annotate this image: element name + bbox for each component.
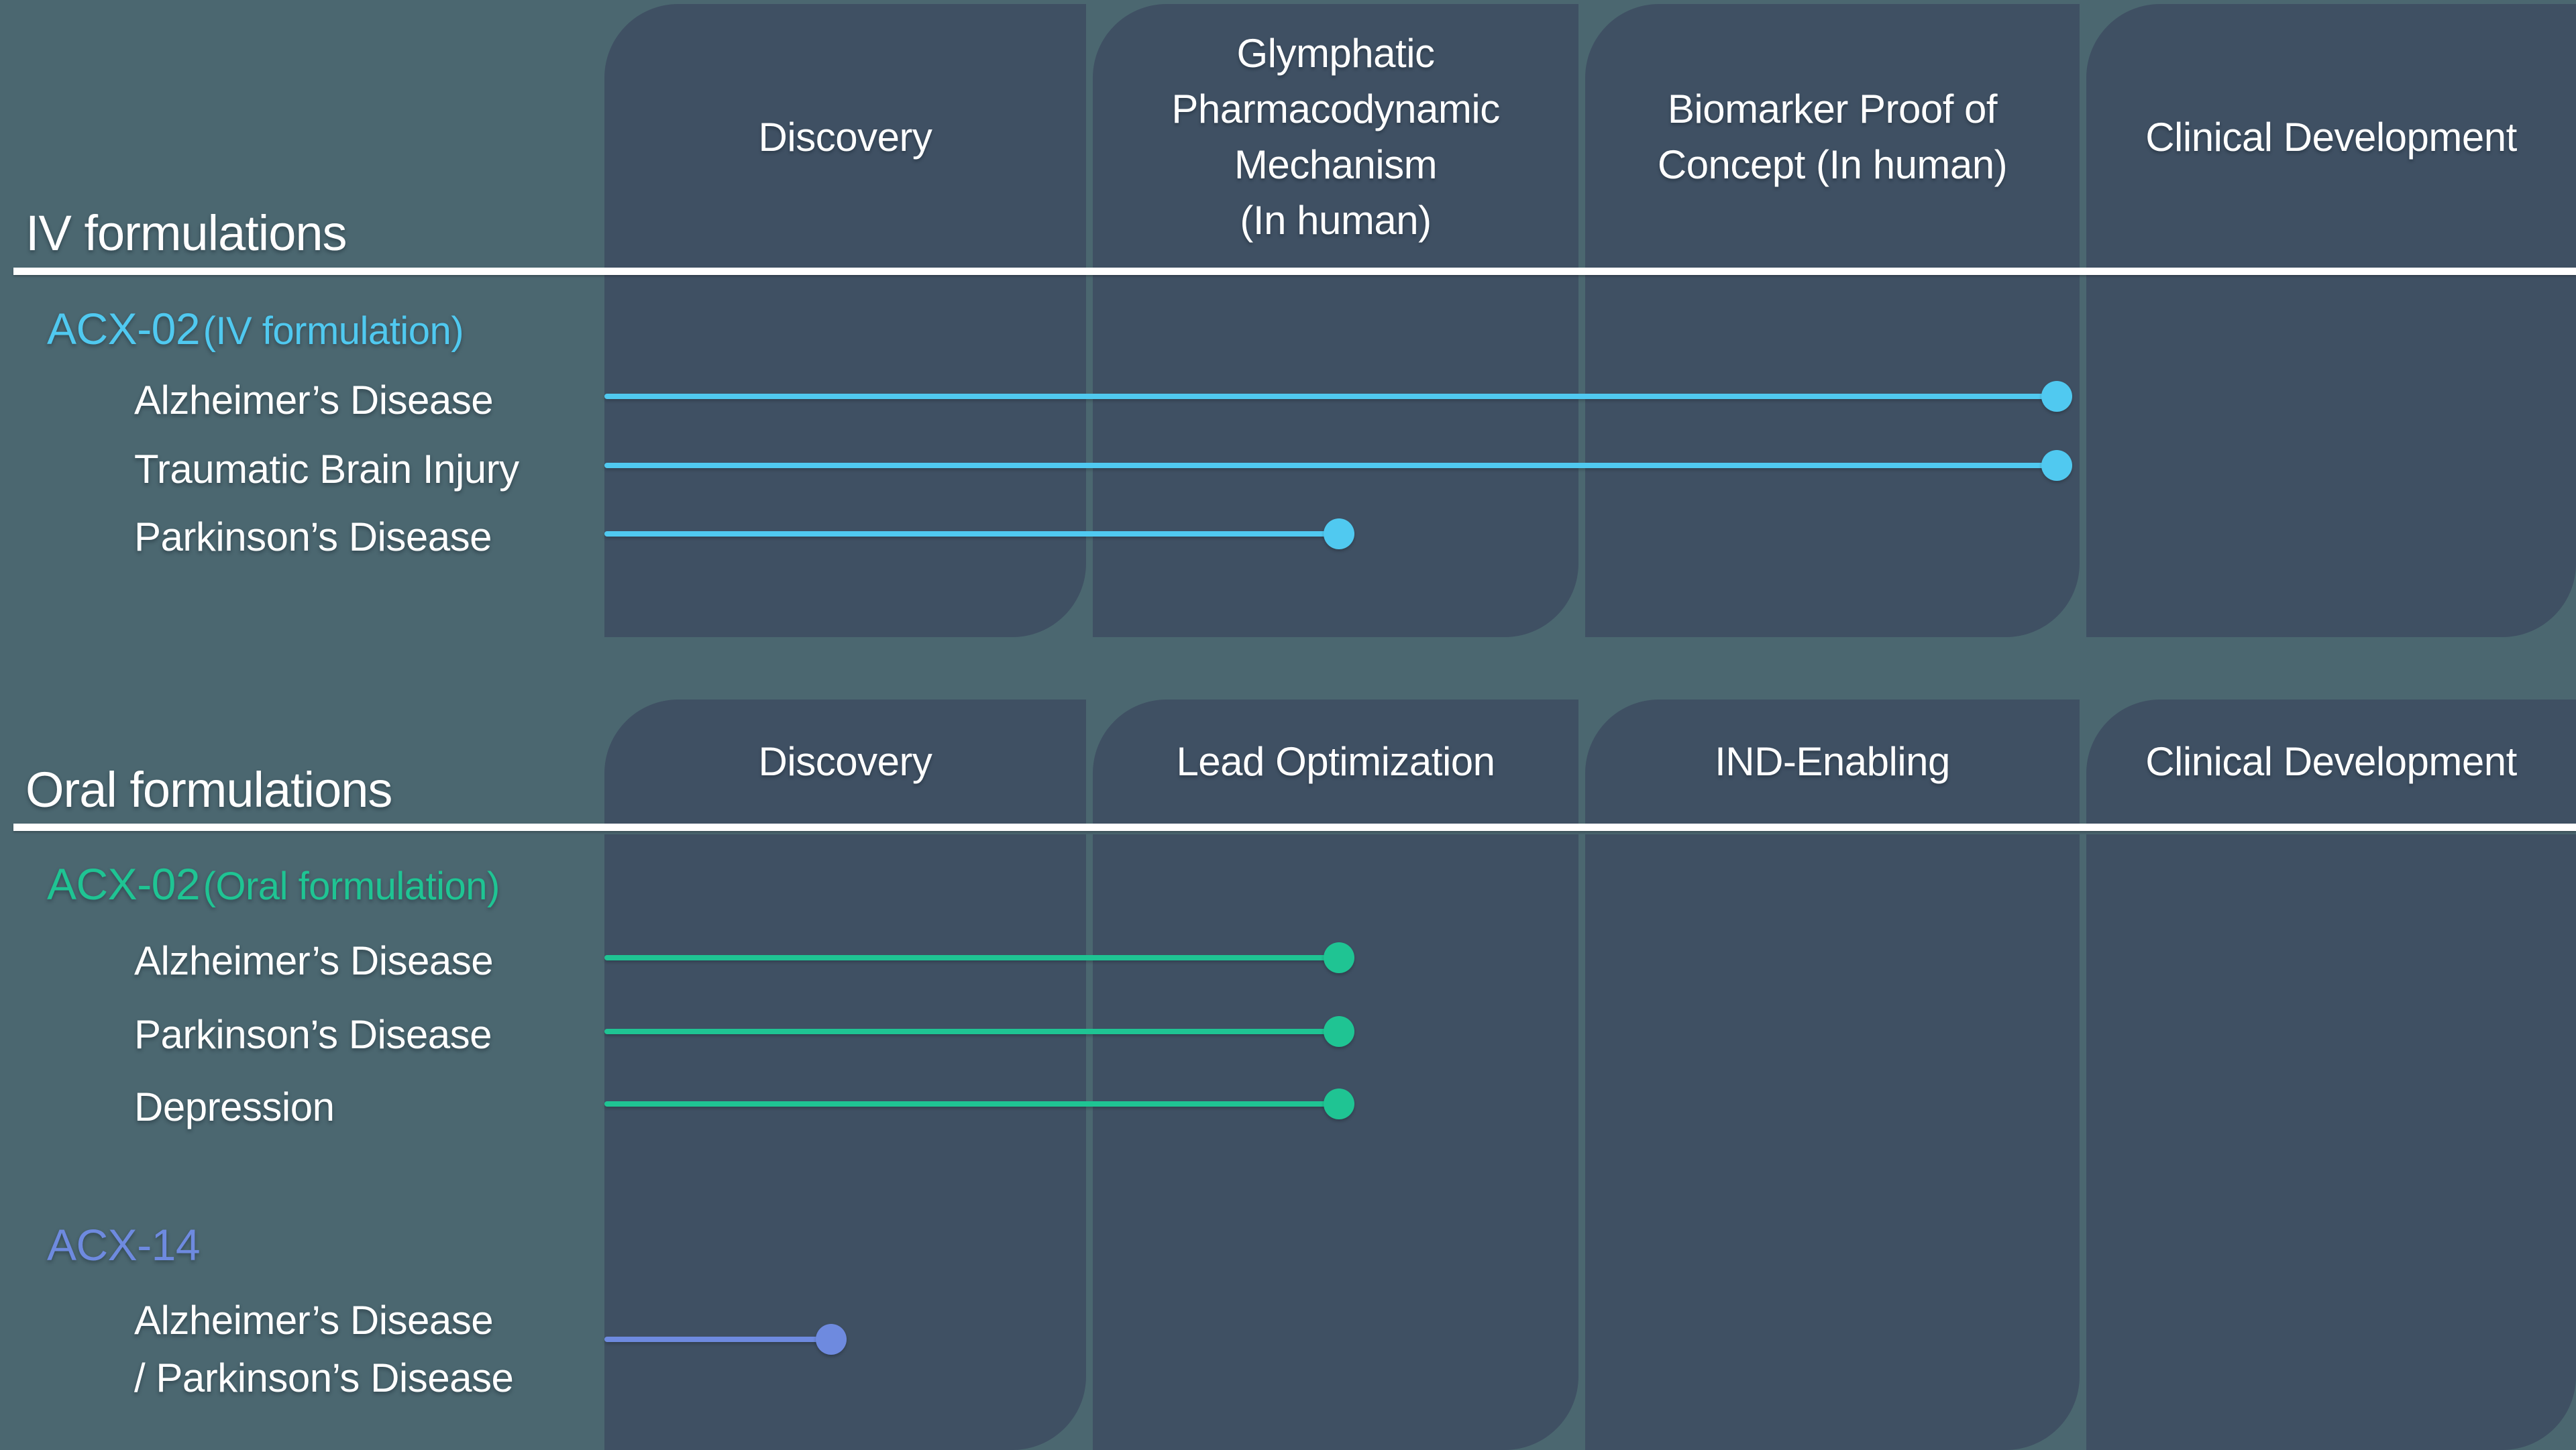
oral-stage-body-panel-discovery xyxy=(604,834,1086,1450)
iv-stage-panel-biomarker xyxy=(1585,4,2080,637)
oral-column-header-ind-enabling: IND-Enabling xyxy=(1715,739,1950,784)
program-label-acx14: ACX-14 xyxy=(47,1219,201,1283)
iv-title-underline xyxy=(13,268,2576,275)
indication-label: Parkinson’s Disease xyxy=(134,1012,492,1057)
oral-stage-body-panel-ind xyxy=(1585,834,2080,1450)
oral-column-header-clinical: Clinical Development xyxy=(2145,739,2517,784)
iv-section-title: IV formulations xyxy=(25,205,347,261)
oral-stage-header-panel-ind xyxy=(1585,700,2080,824)
program-label-acx02-oral: ACX-02 (Oral formulation) xyxy=(47,858,500,922)
oral-section-title: Oral formulations xyxy=(25,762,392,818)
iv-column-header-biomarker: Biomarker Proof of Concept (In human) xyxy=(1657,87,2008,187)
oral-stage-body-panel-lead-opt xyxy=(1093,834,1578,1450)
program-name: ACX-14 xyxy=(47,1220,201,1270)
indication-label: Alzheimer’s Disease / Parkinson’s Diseas… xyxy=(134,1298,514,1400)
oral-stage-header-panel-lead-opt xyxy=(1093,700,1578,824)
program-name: ACX-02 xyxy=(47,304,201,353)
oral-column-header-discovery: Discovery xyxy=(758,739,932,784)
indication-label: Alzheimer’s Disease xyxy=(134,938,494,983)
indication-label: Depression xyxy=(134,1084,335,1129)
oral-stage-body-panel-clinical xyxy=(2086,834,2576,1450)
iv-column-header-discovery: Discovery xyxy=(758,114,932,160)
indication-label: Alzheimer’s Disease xyxy=(134,378,494,423)
iv-stage-panel-clinical xyxy=(2086,4,2576,637)
oral-column-header-lead-optimization: Lead Optimization xyxy=(1176,739,1495,784)
oral-stage-header-panel-discovery xyxy=(604,700,1086,824)
indication-label: Traumatic Brain Injury xyxy=(134,447,519,492)
oral-title-underline xyxy=(13,824,2576,831)
iv-column-header-glymphatic: Glymphatic Pharmacodynamic Mechanism (In… xyxy=(1171,31,1500,243)
oral-stage-header-panel-clinical xyxy=(2086,700,2576,824)
program-suffix: (Oral formulation) xyxy=(203,865,500,908)
indication-label: Parkinson’s Disease xyxy=(134,514,492,559)
program-label-acx02-iv: ACX-02 (IV formulation) xyxy=(47,303,464,367)
program-suffix: (IV formulation) xyxy=(203,309,464,353)
iv-column-header-clinical: Clinical Development xyxy=(2145,114,2517,160)
program-name: ACX-02 xyxy=(47,859,201,909)
